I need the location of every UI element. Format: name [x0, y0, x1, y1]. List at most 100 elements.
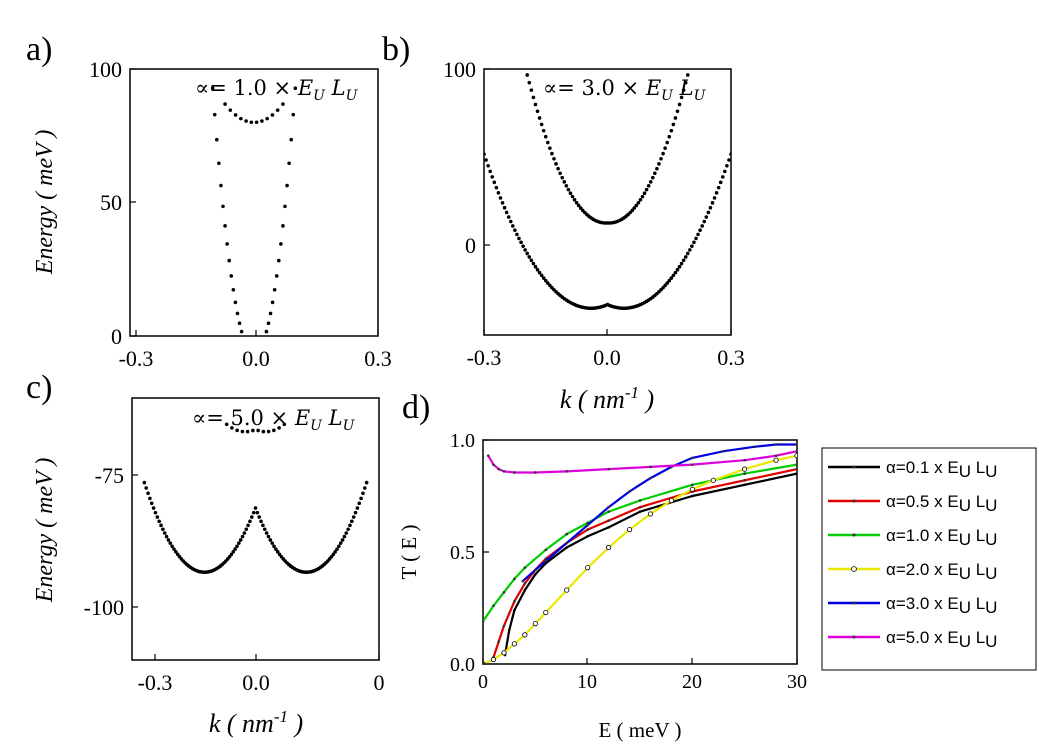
data-point	[685, 251, 690, 256]
data-point	[282, 422, 287, 427]
y-tick-label: 0.5	[450, 542, 475, 564]
data-point	[541, 276, 546, 280]
data-point	[490, 175, 495, 179]
data-point	[239, 329, 244, 334]
data-point	[261, 429, 266, 434]
data-point	[543, 609, 549, 616]
data-point	[270, 541, 274, 545]
data-point	[665, 140, 669, 145]
data-point	[244, 119, 248, 123]
data-point	[235, 544, 239, 549]
data-point	[215, 137, 219, 142]
data-point	[242, 337, 246, 341]
data-point	[521, 244, 525, 248]
data-point	[513, 577, 516, 581]
data-point	[364, 480, 369, 485]
data-point	[251, 510, 256, 515]
data-point	[574, 200, 579, 205]
data-point	[692, 49, 696, 53]
y-axis-label: Energy ( meV )	[32, 130, 58, 276]
data-point	[562, 180, 567, 184]
data-point	[691, 463, 694, 466]
data-point	[235, 311, 240, 316]
data-point	[155, 515, 160, 519]
series-lower-branch	[142, 480, 369, 575]
series-lines	[483, 443, 797, 664]
data-point	[685, 73, 690, 77]
data-point	[504, 210, 509, 215]
legend-label: α=3.0 x EU LU	[886, 594, 997, 617]
data-point	[638, 499, 642, 502]
data-point	[229, 274, 234, 278]
data-point	[249, 515, 254, 519]
data-point	[712, 196, 717, 200]
series-line	[522, 443, 797, 582]
data-point	[270, 113, 275, 117]
data-point	[696, 232, 700, 237]
data-point	[667, 134, 672, 139]
panel-a: a) 0 50 100 -0.3 0.0 0.3 Energy ( meV ) ∝= 1.0 ×…	[26, 29, 392, 371]
data-point	[298, 29, 302, 33]
data-point	[648, 180, 653, 184]
data-point	[233, 300, 238, 305]
data-point	[148, 496, 152, 501]
data-point	[523, 248, 527, 252]
data-point	[607, 467, 610, 471]
y-tick-label: -100	[84, 595, 124, 620]
data-point	[157, 519, 161, 524]
data-point	[706, 210, 711, 215]
data-point	[513, 471, 516, 474]
legend-label: α=0.5 x EU LU	[886, 492, 997, 515]
data-point	[230, 426, 234, 430]
data-point	[151, 506, 156, 510]
data-point	[607, 519, 610, 522]
data-point	[238, 538, 243, 542]
data-point	[492, 180, 497, 185]
data-point	[172, 547, 176, 551]
data-point	[281, 224, 285, 228]
data-point	[296, 59, 300, 63]
data-point	[166, 538, 171, 542]
series-line	[487, 450, 797, 474]
legend-marker	[852, 499, 856, 503]
data-point	[543, 134, 548, 139]
data-point	[340, 538, 345, 542]
data-point	[361, 491, 365, 496]
data-point	[586, 523, 589, 527]
data-point	[795, 463, 797, 466]
data-point	[511, 224, 515, 228]
data-point	[607, 505, 610, 509]
x-tick-label: 30	[787, 671, 807, 693]
data-point	[272, 544, 276, 549]
data-point	[537, 116, 542, 120]
data-point	[690, 57, 694, 61]
data-point	[228, 108, 233, 112]
series-line	[503, 472, 797, 656]
x-tick-label: 20	[682, 671, 702, 693]
data-point	[263, 337, 267, 341]
data-point	[331, 552, 336, 557]
data-point	[565, 470, 569, 473]
y-tick-label: 50	[100, 190, 122, 215]
data-point	[174, 550, 178, 554]
data-point	[649, 465, 652, 469]
data-point	[253, 506, 258, 510]
data-point	[532, 621, 538, 627]
data-point	[659, 157, 663, 161]
data-point	[223, 224, 227, 228]
data-point	[534, 471, 537, 474]
x-tick-label: 0	[374, 670, 385, 695]
y-tick-label: 1.0	[450, 430, 475, 452]
data-point	[570, 194, 575, 199]
legend-marker	[852, 465, 856, 469]
data-point	[667, 278, 672, 283]
data-point	[277, 258, 281, 263]
data-point	[688, 248, 692, 252]
data-point	[700, 224, 704, 228]
data-point	[679, 95, 684, 100]
legend-entry: α=0.1 x EU LU	[828, 458, 997, 481]
data-point	[646, 184, 651, 188]
data-point	[492, 604, 495, 608]
y-tick-label: 100	[89, 57, 122, 82]
